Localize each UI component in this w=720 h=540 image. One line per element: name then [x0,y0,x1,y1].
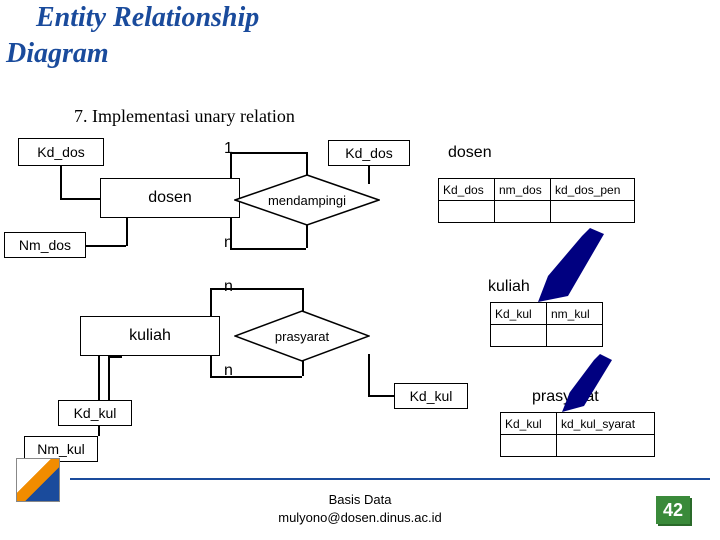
attr-nm-dos: Nm_dos [4,232,86,258]
erd-line [230,248,306,250]
table-dosen-col-1: nm_dos [495,179,551,201]
table-name-dosen: dosen [448,144,492,162]
cardinality-n-2: n [224,278,233,296]
section-subtitle: 7. Implementasi unary relation [74,106,295,127]
footer-divider [70,478,710,480]
erd-line [210,356,212,376]
cardinality-1: 1 [224,140,233,158]
table-name-kuliah: kuliah [488,278,530,296]
erd-line [108,356,122,358]
page-title-line2: Diagram [6,38,109,70]
relation-prasyarat-label: prasyarat [275,329,329,344]
page-title-line1: Entity Relationship [36,2,259,34]
table-kuliah: Kd_kul nm_kul [490,302,603,347]
erd-line [210,288,212,316]
cardinality-n-1: n [224,234,233,252]
page-number: 42 [656,496,690,524]
arrow-dosen-to-kuliah [534,226,614,306]
relation-prasyarat: prasyarat [234,310,370,362]
arrow-kuliah-to-prasyarat [556,352,620,416]
erd-line [368,395,396,397]
attr-kd-kul-right: Kd_kul [394,383,468,409]
relation-mendampingi: mendampingi [234,174,380,226]
attr-kd-dos-right: Kd_dos [328,140,410,166]
attr-kd-dos-left: Kd_dos [18,138,104,166]
table-dosen: Kd_dos nm_dos kd_dos_pen [438,178,635,223]
table-prasyarat: Kd_kul kd_kul_syarat [500,412,655,457]
table-dosen-col-0: Kd_dos [439,179,495,201]
footer-line1: Basis Data [0,492,720,507]
cardinality-n-3: n [224,362,233,380]
erd-line [60,166,62,198]
entity-dosen: dosen [100,178,240,218]
attr-kd-kul-left: Kd_kul [58,400,132,426]
table-dosen-col-2: kd_dos_pen [551,179,635,201]
footer-line2: mulyono@dosen.dinus.ac.id [0,510,720,525]
entity-kuliah: kuliah [80,316,220,356]
erd-line [108,356,110,400]
relation-mendampingi-label: mendampingi [268,193,346,208]
erd-line [230,152,306,154]
table-prasyarat-col-0: Kd_kul [501,413,557,435]
erd-line [126,218,128,246]
erd-line [60,198,100,200]
erd-line [86,245,126,247]
